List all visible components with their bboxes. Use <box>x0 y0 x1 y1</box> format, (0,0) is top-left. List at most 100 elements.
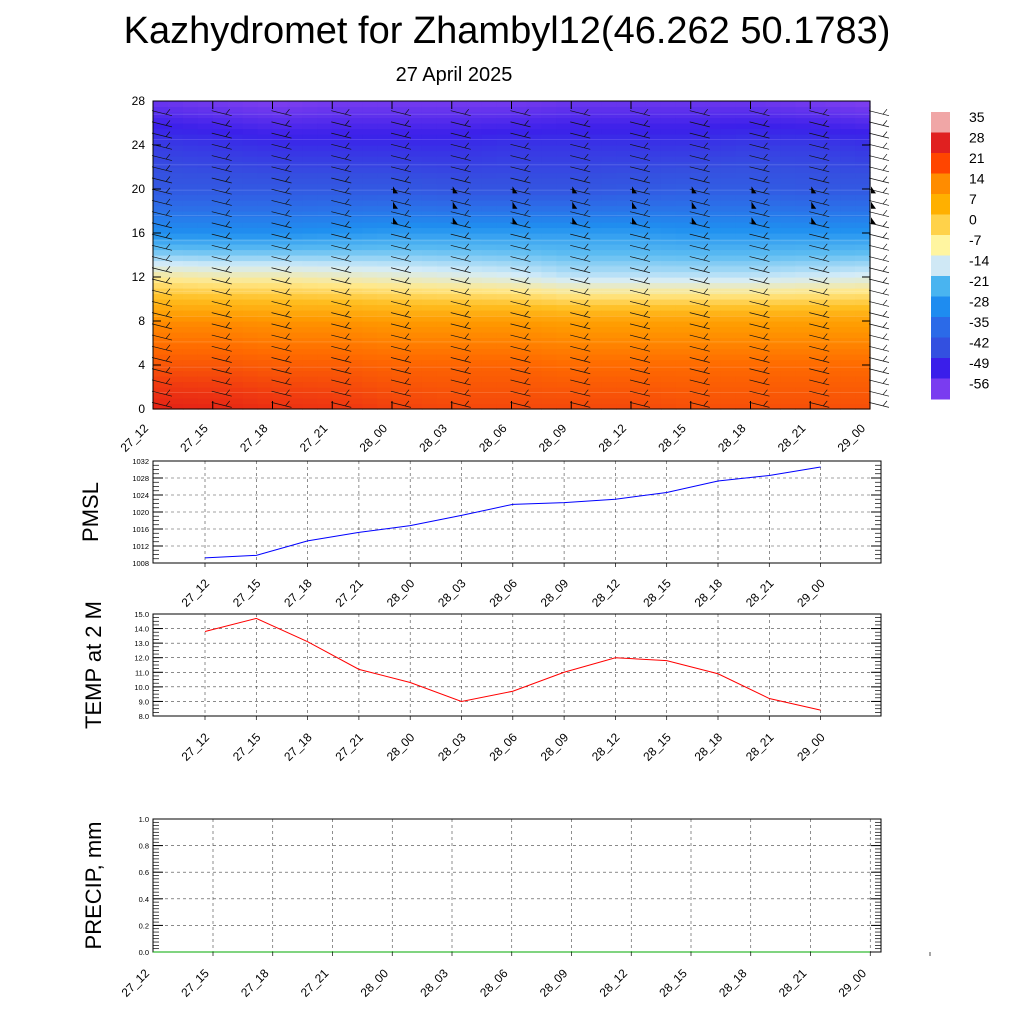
temperature-cell <box>496 304 513 311</box>
temperature-cell <box>421 326 438 333</box>
temperature-cell <box>481 156 498 163</box>
temperature-cell <box>377 222 393 229</box>
temperature-cell <box>436 161 453 168</box>
temperature-cell <box>287 293 303 300</box>
temperature-cell <box>660 244 677 251</box>
temperature-cell <box>496 134 513 141</box>
temperature-cell <box>616 183 632 190</box>
temperature-cell <box>212 370 229 377</box>
temperature-cell <box>302 387 318 394</box>
x-tick-label: 28_00 <box>384 730 418 764</box>
temperature-cell <box>317 392 333 399</box>
temperature-cell <box>825 216 841 223</box>
temperature-cell <box>795 178 811 185</box>
temperature-cell <box>153 282 169 289</box>
temperature-cell <box>780 238 796 245</box>
temperature-cell <box>556 354 572 361</box>
temperature-cell <box>810 145 826 152</box>
temperature-cell <box>347 381 363 388</box>
temperature-cell <box>421 156 438 163</box>
temperature-cell <box>556 183 572 190</box>
temperature-cell <box>392 205 408 212</box>
temperature-cell <box>720 266 737 273</box>
temperature-cell <box>780 189 796 196</box>
temperature-cell <box>182 293 199 300</box>
temperature-cell <box>810 244 826 251</box>
chart-title: Kazhydromet for Zhambyl12(46.262 50.1783… <box>123 10 891 52</box>
wind-barb <box>450 209 471 217</box>
temperature-cell <box>780 134 796 141</box>
temperature-cell <box>272 249 289 256</box>
temperature-cell <box>212 167 229 174</box>
temperature-cell <box>257 387 274 394</box>
wind-barb <box>868 209 890 217</box>
temperature-cell <box>631 161 647 168</box>
temperature-cell <box>556 376 572 383</box>
temperature-cell <box>362 277 378 284</box>
temperature-cell <box>347 178 363 185</box>
temperature-cell <box>242 200 259 207</box>
temperature-cell <box>153 134 169 141</box>
temperature-cell <box>780 139 796 146</box>
temperature-cell <box>690 398 707 405</box>
temperature-cell <box>257 222 274 229</box>
temperature-cell <box>182 321 199 328</box>
temperature-cell <box>705 403 722 410</box>
temperature-cell <box>153 123 169 130</box>
wind-barb <box>868 120 890 128</box>
temperature-cell <box>675 387 692 394</box>
wind-pennant <box>632 217 637 225</box>
wind-barb <box>868 322 890 330</box>
temperature-cell <box>855 310 871 317</box>
temperature-cell <box>586 343 602 350</box>
temperature-cell <box>377 376 393 383</box>
wind-barb <box>809 243 830 251</box>
temperature-cell <box>705 128 722 135</box>
temperature-cell <box>780 167 796 174</box>
temperature-cell <box>451 387 468 394</box>
temperature-cell <box>332 145 348 152</box>
temperature-cell <box>511 150 528 157</box>
temperature-cell <box>197 299 214 306</box>
temperature-cell <box>392 398 408 405</box>
temperature-cell <box>347 392 363 399</box>
temperature-cell <box>631 145 647 152</box>
temperature-cell <box>705 161 722 168</box>
temperature-cell <box>167 277 184 284</box>
temperature-cell <box>182 260 199 267</box>
temperature-cell <box>556 222 572 229</box>
temperature-cell <box>406 189 423 196</box>
temperature-cell <box>631 150 647 157</box>
temperature-cell <box>705 398 722 405</box>
temperature-cell <box>466 189 483 196</box>
temperature-cell <box>750 282 767 289</box>
temperature-cell <box>212 321 229 328</box>
wind-barb <box>809 299 830 307</box>
temperature-cell <box>212 392 229 399</box>
temperature-cell <box>421 227 438 234</box>
temperature-cell <box>750 365 767 372</box>
temperature-cell <box>705 282 722 289</box>
temperature-cell <box>272 167 289 174</box>
temperature-cell <box>571 348 587 355</box>
temperature-cell <box>855 392 871 399</box>
temperature-cell <box>541 398 557 405</box>
temperature-cell <box>720 365 737 372</box>
temperature-cell <box>347 216 363 223</box>
temperature-cell <box>825 112 841 119</box>
temperature-cell <box>362 299 378 306</box>
wind-barb <box>689 367 710 375</box>
temperature-cell <box>825 178 841 185</box>
wind-barb <box>689 389 710 397</box>
temperature-cell <box>481 337 498 344</box>
temperature-cell <box>840 134 856 141</box>
temperature-cell <box>660 293 677 300</box>
wind-barb <box>689 288 710 296</box>
temperature-cell <box>242 139 259 146</box>
temperature-cell <box>466 134 483 141</box>
temperature-cell <box>347 359 363 366</box>
wind-barb <box>211 108 232 117</box>
temperature-cell <box>347 343 363 350</box>
temperature-cell <box>765 288 781 295</box>
temperature-cell <box>511 249 528 256</box>
